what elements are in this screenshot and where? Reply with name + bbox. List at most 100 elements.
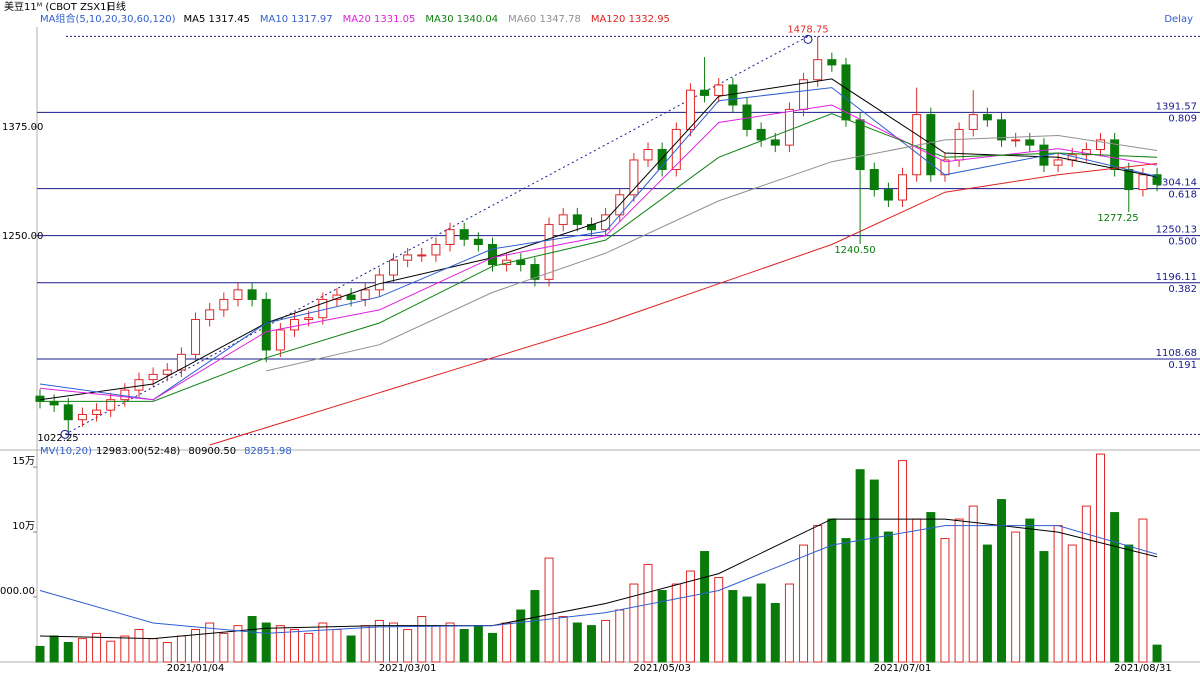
volume-bar	[417, 616, 427, 663]
marker	[803, 34, 813, 44]
candle-body	[106, 399, 116, 411]
volume-bar	[1011, 531, 1021, 663]
title: 美豆11ᴹ (CBOT ZSX1)	[4, 0, 110, 13]
ma-line	[39, 78, 1158, 401]
annotation: 1478.75	[787, 24, 828, 35]
fib-ratio: 0.382	[1168, 284, 1197, 295]
volume-bar	[997, 499, 1007, 663]
candle-body	[1025, 139, 1035, 146]
volume-bar	[49, 635, 59, 663]
candle-body	[530, 264, 540, 280]
volume-bar	[290, 629, 300, 663]
legend-entry: MA30 1340.04	[425, 14, 498, 25]
volume-bar	[827, 518, 837, 663]
candle-body	[487, 243, 497, 266]
candle-body	[1110, 139, 1120, 171]
candle-body	[459, 229, 469, 240]
volume-bar	[685, 570, 695, 663]
volume-bar	[275, 625, 285, 663]
volume-bar	[63, 642, 73, 663]
ma-line	[39, 104, 1158, 401]
volume-bar	[558, 616, 568, 663]
candle-body	[968, 114, 978, 130]
fib-ratio: 0.618	[1168, 190, 1197, 201]
volume-bar	[1152, 644, 1162, 663]
y-tick-label: 1250.00	[2, 231, 43, 242]
candle-body	[883, 189, 893, 201]
ma-line	[209, 163, 1158, 446]
volume-bar	[247, 616, 257, 663]
candle-body	[601, 214, 611, 231]
volume-bar	[912, 518, 922, 663]
candle-body	[120, 389, 130, 401]
mv-line	[39, 518, 1158, 640]
volume-bar	[1067, 544, 1077, 663]
volume-bar	[544, 557, 554, 663]
volume-bar	[332, 629, 342, 663]
fib-value: 1391.57	[1156, 101, 1197, 112]
volume-bar	[176, 635, 186, 663]
candle-body	[544, 223, 554, 280]
candle-body	[205, 309, 215, 320]
volume-bar	[869, 479, 879, 663]
volume-bar	[360, 625, 370, 663]
volume-bar	[502, 622, 512, 663]
volume-bar	[954, 518, 964, 663]
legend-entry: MA120 1332.95	[591, 14, 670, 25]
candle-body	[558, 214, 568, 225]
candle-body	[799, 79, 809, 110]
candle-body	[346, 294, 356, 300]
candle-body	[657, 148, 667, 171]
candle-body	[304, 317, 314, 320]
candle-body	[714, 84, 724, 96]
volume-bar	[883, 531, 893, 663]
candle-body	[191, 318, 201, 355]
volume-bar	[742, 596, 752, 663]
volume-bar	[940, 538, 950, 663]
legend-entry: MA10 1317.97	[260, 14, 333, 25]
volume-bar	[799, 544, 809, 663]
candle-body	[629, 159, 639, 196]
candle-body	[1096, 139, 1105, 150]
volume-bar	[657, 590, 667, 663]
x-tick-label: 2021/07/01	[874, 663, 932, 674]
volume-bar	[431, 625, 441, 663]
volume-bar	[389, 622, 398, 663]
candle-body	[572, 214, 582, 225]
x-tick-label: 2021/03/01	[379, 663, 437, 674]
candle-body	[770, 139, 780, 146]
candle-body	[954, 128, 964, 161]
fib-value: 1304.14	[1156, 178, 1197, 189]
period: 日线	[106, 0, 126, 13]
volume-bar	[261, 622, 271, 663]
candle-body	[813, 59, 823, 81]
fib-value: 1196.11	[1156, 272, 1197, 283]
candle-body	[290, 318, 300, 331]
volume-bar	[346, 635, 356, 663]
candle-body	[756, 128, 766, 141]
volume-bar	[1039, 551, 1049, 663]
candle-body	[784, 108, 794, 146]
volume-bar	[813, 525, 823, 663]
volume-bar	[445, 622, 455, 663]
candle-body	[841, 64, 851, 121]
fib-ratio: 0.500	[1168, 237, 1197, 248]
candle-body	[1152, 174, 1162, 185]
candle-body	[445, 229, 455, 245]
candle-body	[982, 114, 992, 121]
candle-body	[389, 259, 398, 276]
volume-bar	[304, 632, 314, 663]
candle-body	[473, 238, 483, 245]
x-tick-label: 2021/05/03	[633, 663, 691, 674]
volume-bar	[1053, 525, 1063, 663]
legend-entry: MA5 1317.45	[184, 14, 250, 25]
volume-bar	[615, 609, 625, 663]
volume-bar	[219, 632, 229, 663]
volume-bar	[530, 590, 540, 663]
volume-bar	[403, 629, 413, 663]
volume-bar	[982, 544, 992, 663]
candle-body	[431, 243, 441, 256]
mv-line	[39, 525, 1158, 634]
